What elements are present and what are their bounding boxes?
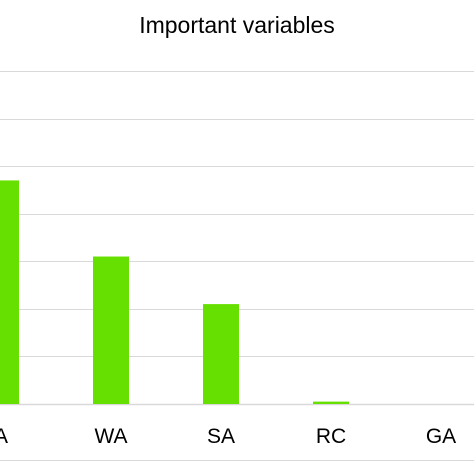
category-labels: A WA SA RC GA xyxy=(0,425,456,448)
bar-wa xyxy=(93,256,129,404)
category-label-a: A xyxy=(0,425,8,448)
category-label-wa: WA xyxy=(94,425,127,448)
category-label-sa: SA xyxy=(207,425,235,448)
bar-rc xyxy=(313,401,349,404)
bars xyxy=(0,180,349,404)
bar-a xyxy=(0,180,19,404)
bar-sa xyxy=(203,304,239,404)
chart-title: Important variables xyxy=(139,12,335,38)
category-label-rc: RC xyxy=(316,425,346,448)
category-label-ga: GA xyxy=(426,425,456,448)
